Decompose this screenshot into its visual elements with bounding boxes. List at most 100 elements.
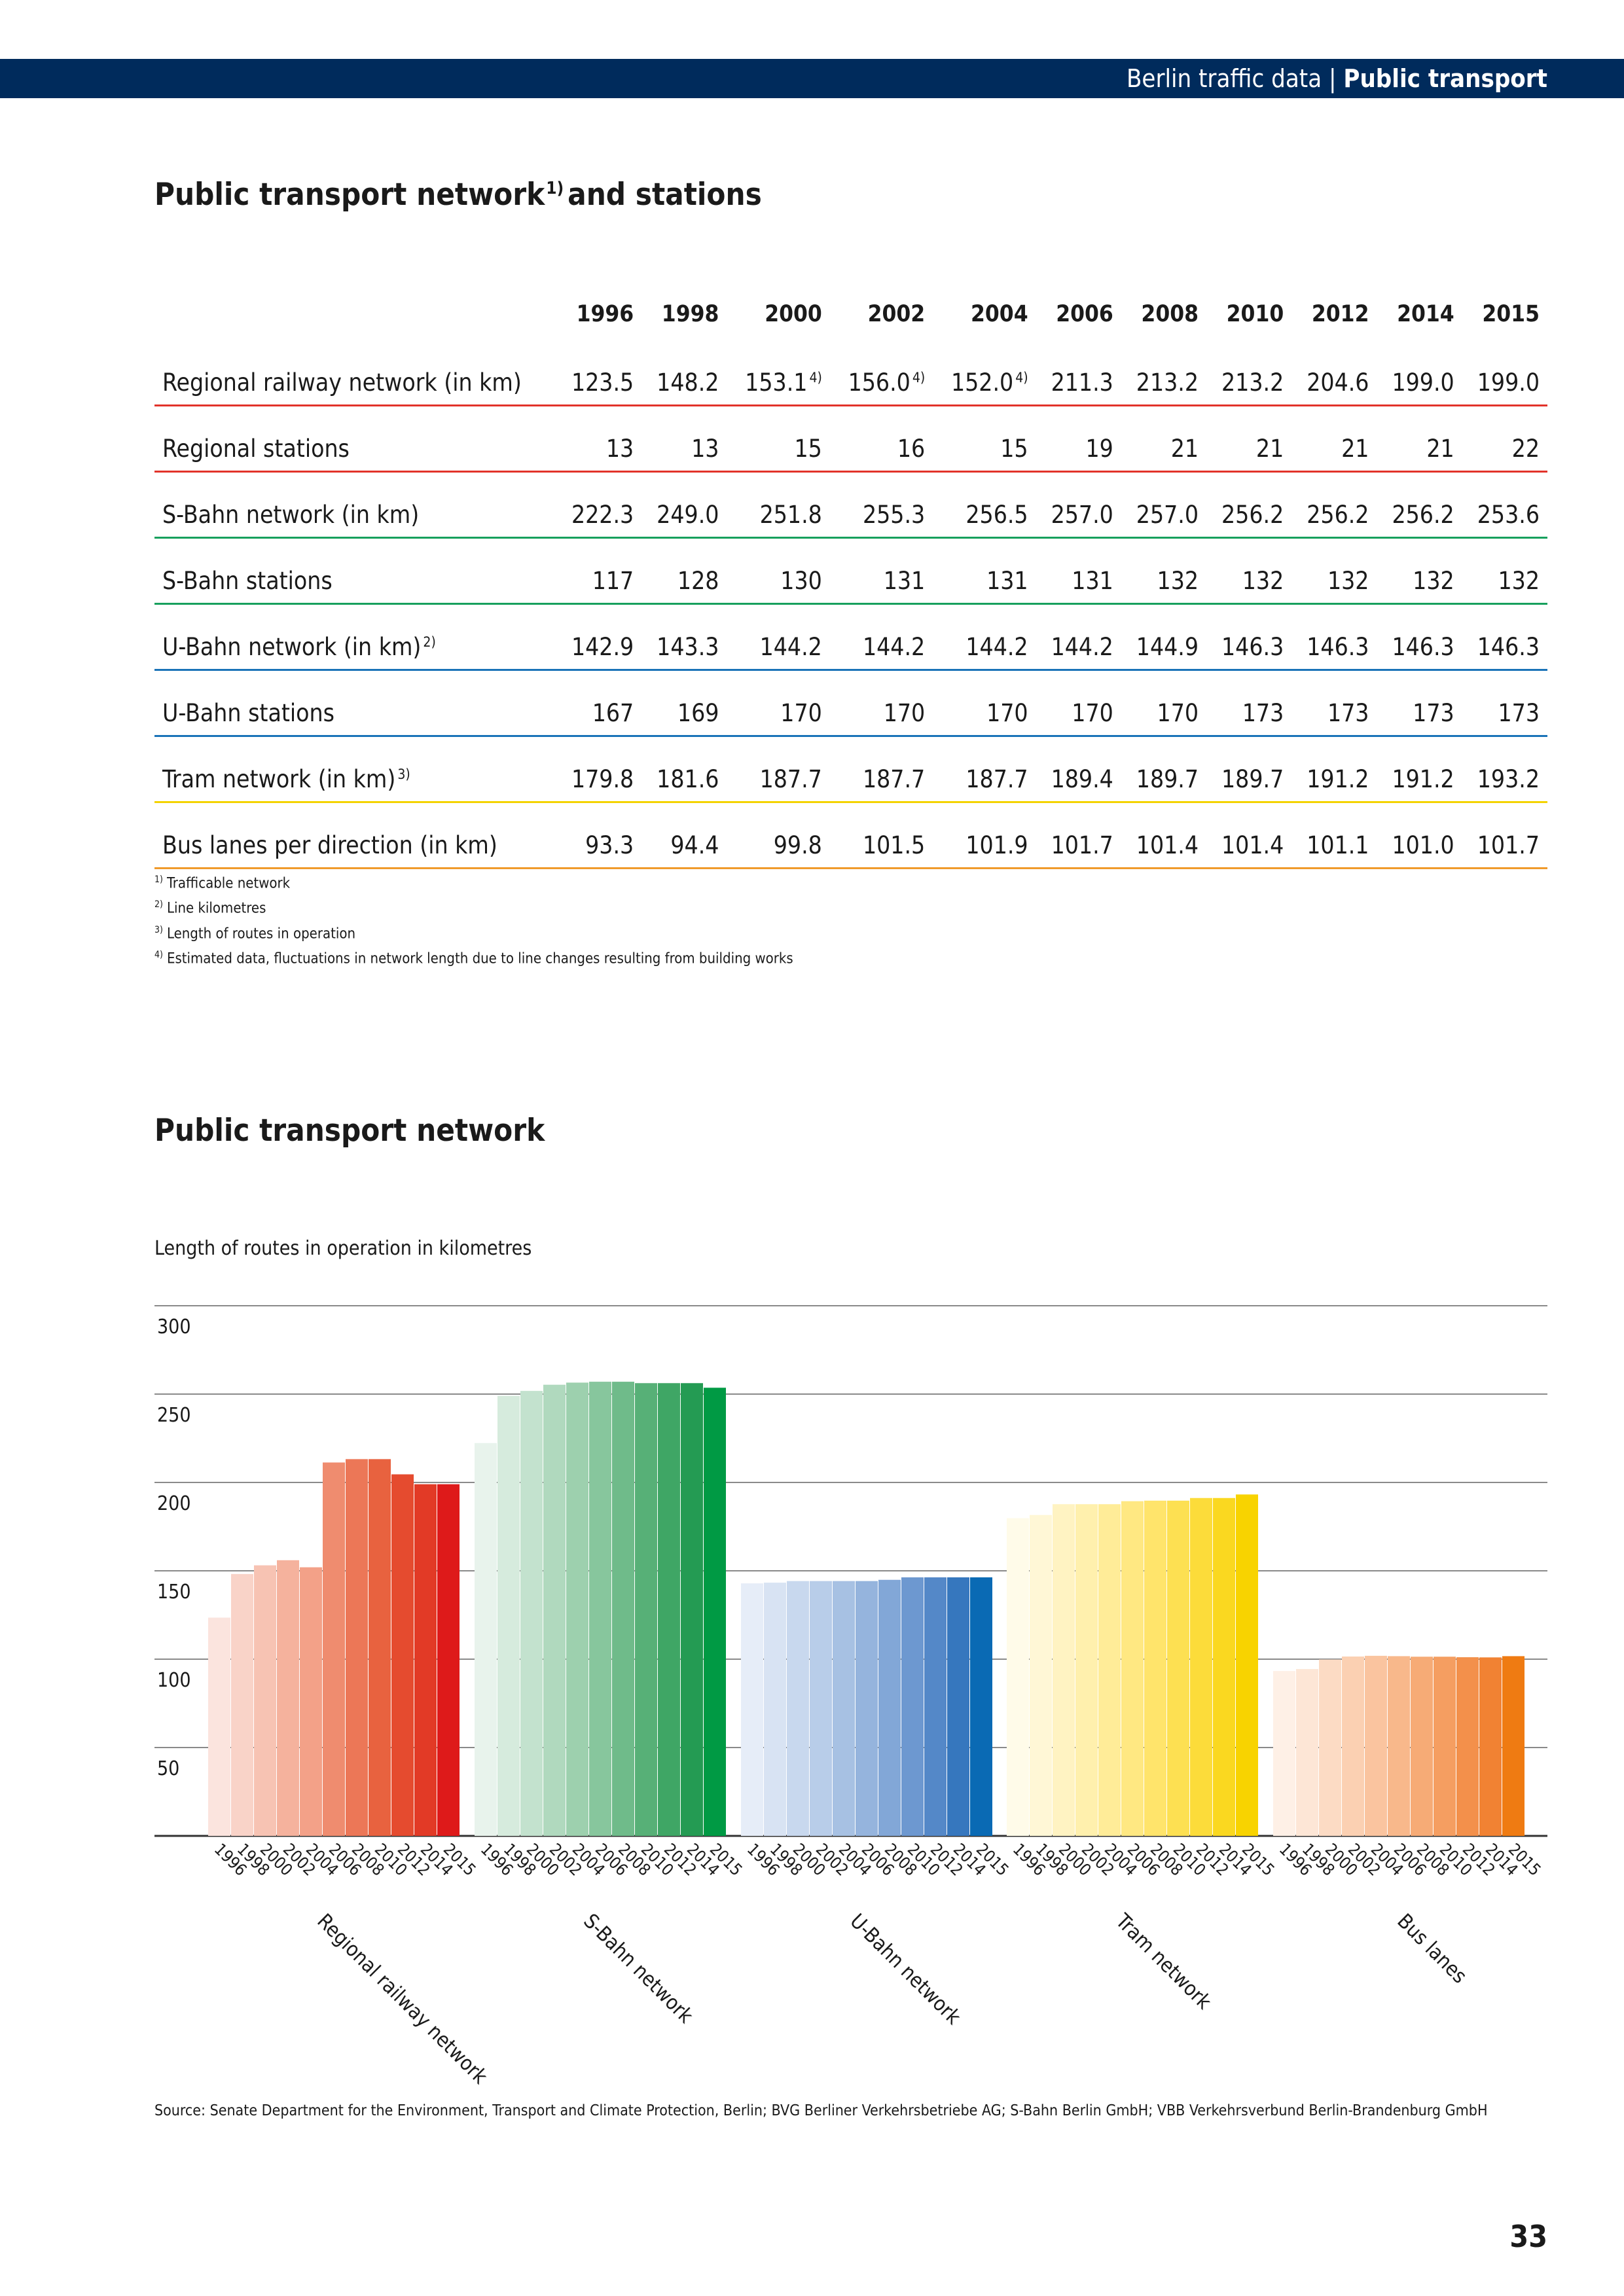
table-cell: 191.2 [1377, 736, 1462, 803]
table-cell: 193.2 [1462, 736, 1547, 803]
table-cell: 170 [1121, 670, 1207, 737]
cell-value: 101.4 [1221, 831, 1284, 859]
table-title: Public transport network1) and stations [154, 177, 762, 213]
cell-value: 101.7 [1051, 831, 1113, 859]
table-cell: 211.3 [1036, 340, 1121, 406]
footnote: 4) Estimated data, fluctuations in networ… [154, 944, 793, 969]
cell-value: 170 [883, 699, 926, 727]
row-label-text: S-Bahn network (in km) [162, 501, 420, 529]
cell-value: 22 [1511, 435, 1540, 463]
table-cell: 146.3 [1462, 603, 1547, 671]
cell-value: 101.9 [965, 831, 1028, 859]
cell-value: 15 [1000, 435, 1028, 463]
cell-value: 181.6 [657, 765, 719, 793]
cell-value: 199.0 [1392, 368, 1454, 397]
cell-value: 179.8 [571, 765, 634, 793]
bar [1075, 1504, 1098, 1836]
cell-value: 101.0 [1392, 831, 1454, 859]
table-cell: 173 [1462, 670, 1547, 737]
cell-value: 131 [883, 567, 926, 595]
bar-chart: 5010015020025030019961998200020022004200… [154, 1305, 1547, 2089]
table-cell: 222.3 [556, 471, 642, 539]
header-topic: Public transport [1343, 64, 1547, 93]
table-cell: 13 [556, 405, 642, 473]
bar [1342, 1656, 1364, 1836]
bar [833, 1581, 855, 1836]
table-cell: 19 [1036, 405, 1121, 473]
table-cell: 187.7 [829, 736, 933, 803]
cell-value: 131 [986, 567, 1028, 595]
bar [1190, 1498, 1212, 1836]
row-label: Tram network (in km) 3) [154, 736, 556, 803]
cell-value: 144.2 [965, 633, 1028, 661]
cell-value: 15 [794, 435, 822, 463]
cell-value: 191.2 [1392, 765, 1454, 793]
table-cell: 256.2 [1377, 471, 1462, 539]
bar [1030, 1515, 1052, 1836]
row-label: Regional railway network (in km) [154, 340, 556, 406]
row-label-text: U-Bahn network (in km) [162, 633, 422, 661]
table-cell: 213.2 [1206, 340, 1292, 406]
cell-footnote: 4) [809, 369, 822, 386]
table-cell: 101.7 [1036, 802, 1121, 869]
bar [1236, 1494, 1258, 1836]
table-cell: 132 [1377, 537, 1462, 605]
table-header-row: 1996 1998 2000 2002 2004 2006 2008 2010 2012 2014… [154, 288, 1547, 340]
cell-value: 21 [1170, 435, 1199, 463]
cell-value: 170 [1157, 699, 1199, 727]
table-row: Bus lanes per direction (in km) 93.3 94.4 9… [154, 802, 1547, 869]
year-header: 2014 [1397, 301, 1454, 327]
cell-value: 173 [1327, 699, 1369, 727]
cell-value: 131 [1072, 567, 1113, 595]
bar [323, 1462, 345, 1836]
header-text: Berlin traffic data | Public transport [1127, 59, 1547, 98]
y-tick-label: 200 [157, 1492, 191, 1515]
chart-title: Public transport network [154, 1113, 545, 1149]
cell-value: 189.4 [1051, 765, 1113, 793]
cell-value: 173 [1242, 699, 1284, 727]
table-cell: 257.0 [1036, 471, 1121, 539]
bar [612, 1382, 634, 1836]
table-cell: 131 [933, 537, 1036, 605]
series-label: Regional railway network [312, 1909, 492, 2089]
cell-value: 257.0 [1136, 501, 1199, 529]
cell-value: 142.9 [571, 633, 634, 661]
cell-value: 170 [986, 699, 1028, 727]
footnotes: 1) Trafficable network 2) Line kilometres 3)… [154, 869, 793, 969]
bar [704, 1388, 726, 1836]
row-label: S-Bahn network (in km) [154, 471, 556, 539]
table-cell: 130 [727, 537, 830, 605]
bar [254, 1565, 276, 1836]
cell-value: 146.3 [1392, 633, 1454, 661]
cell-value: 213.2 [1221, 368, 1284, 397]
cell-value: 256.2 [1392, 501, 1454, 529]
row-label-text: Regional stations [162, 435, 350, 463]
series-label: Bus lanes [1392, 1909, 1471, 1988]
table-cell: 144.2 [933, 603, 1036, 671]
table-cell: 170 [1036, 670, 1121, 737]
cell-footnote: 4) [912, 369, 926, 386]
table-cell: 123.5 [556, 340, 642, 406]
table-cell: 146.3 [1377, 603, 1462, 671]
cell-value: 101.4 [1136, 831, 1199, 859]
cell-value: 13 [605, 435, 634, 463]
bar [970, 1577, 992, 1836]
table-cell: 101.4 [1121, 802, 1207, 869]
cell-value: 101.1 [1307, 831, 1369, 859]
cell-value: 13 [691, 435, 719, 463]
table-cell: 253.6 [1462, 471, 1547, 539]
cell-value: 101.5 [862, 831, 926, 859]
cell-value: 156.0 [848, 368, 911, 397]
table-cell: 132 [1291, 537, 1377, 605]
row-label-footnote: 3) [397, 766, 410, 782]
table-cell: 191.2 [1291, 736, 1377, 803]
cell-value: 144.9 [1136, 633, 1199, 661]
cell-value: 213.2 [1136, 368, 1199, 397]
table-cell: 152.0 4) [933, 340, 1036, 406]
cell-value: 204.6 [1307, 368, 1369, 397]
table-cell: 101.9 [933, 802, 1036, 869]
cell-value: 143.3 [657, 633, 719, 661]
table-cell: 173 [1206, 670, 1292, 737]
cell-value: 144.2 [759, 633, 822, 661]
cell-value: 222.3 [571, 501, 634, 529]
